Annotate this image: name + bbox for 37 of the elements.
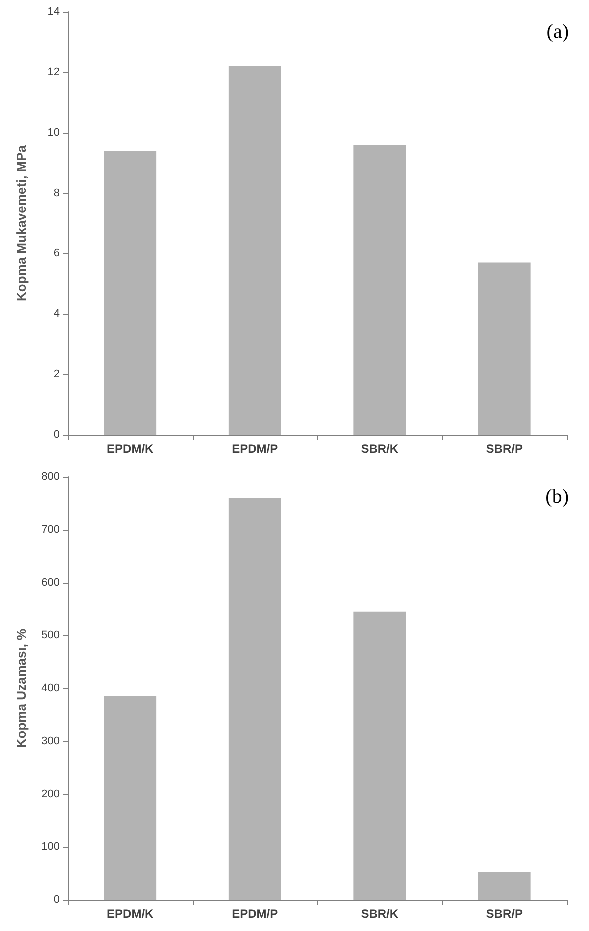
- bar: [228, 66, 282, 435]
- x-tick-label: SBR/K: [361, 907, 399, 921]
- y-tick-label: 700: [42, 524, 60, 536]
- y-tick-label: 0: [54, 429, 60, 441]
- y-tick-label: 12: [48, 66, 60, 78]
- x-tick-label: SBR/P: [486, 907, 523, 921]
- y-tick-label: 0: [54, 894, 60, 906]
- x-tick-label: EPDM/K: [107, 907, 154, 921]
- annotation: (a): [546, 21, 570, 43]
- y-tick-label: 2: [54, 368, 60, 381]
- y-tick-label: 600: [42, 576, 60, 589]
- y-axis-title: Kopma Uzaması, %: [14, 628, 29, 748]
- y-tick-label: 200: [42, 788, 60, 800]
- bar: [104, 696, 157, 900]
- y-tick-label: 14: [48, 6, 60, 18]
- x-tick-label: EPDM/K: [107, 442, 154, 456]
- y-tick-label: 400: [42, 682, 60, 694]
- x-tick-label: SBR/P: [486, 442, 523, 456]
- x-tick-label: SBR/K: [361, 442, 399, 456]
- bar: [104, 150, 157, 435]
- y-tick-label: 100: [42, 841, 60, 854]
- bar: [354, 144, 406, 435]
- y-tick-label: 300: [42, 735, 60, 748]
- y-axis-title: Kopma Mukavemeti, MPa: [14, 144, 29, 302]
- y-tick-label: 6: [54, 248, 60, 260]
- bar: [478, 262, 531, 435]
- annotation: (b): [546, 486, 570, 508]
- y-tick-label: 4: [54, 308, 60, 320]
- y-tick-label: 8: [54, 187, 60, 200]
- bar: [478, 872, 531, 900]
- x-tick-label: EPDM/P: [232, 442, 278, 456]
- y-tick-label: 800: [42, 471, 60, 483]
- y-tick-label: 500: [42, 630, 60, 642]
- bar: [354, 612, 406, 900]
- x-tick-label: EPDM/P: [232, 907, 278, 921]
- y-tick-label: 10: [48, 126, 60, 139]
- bar: [228, 498, 282, 900]
